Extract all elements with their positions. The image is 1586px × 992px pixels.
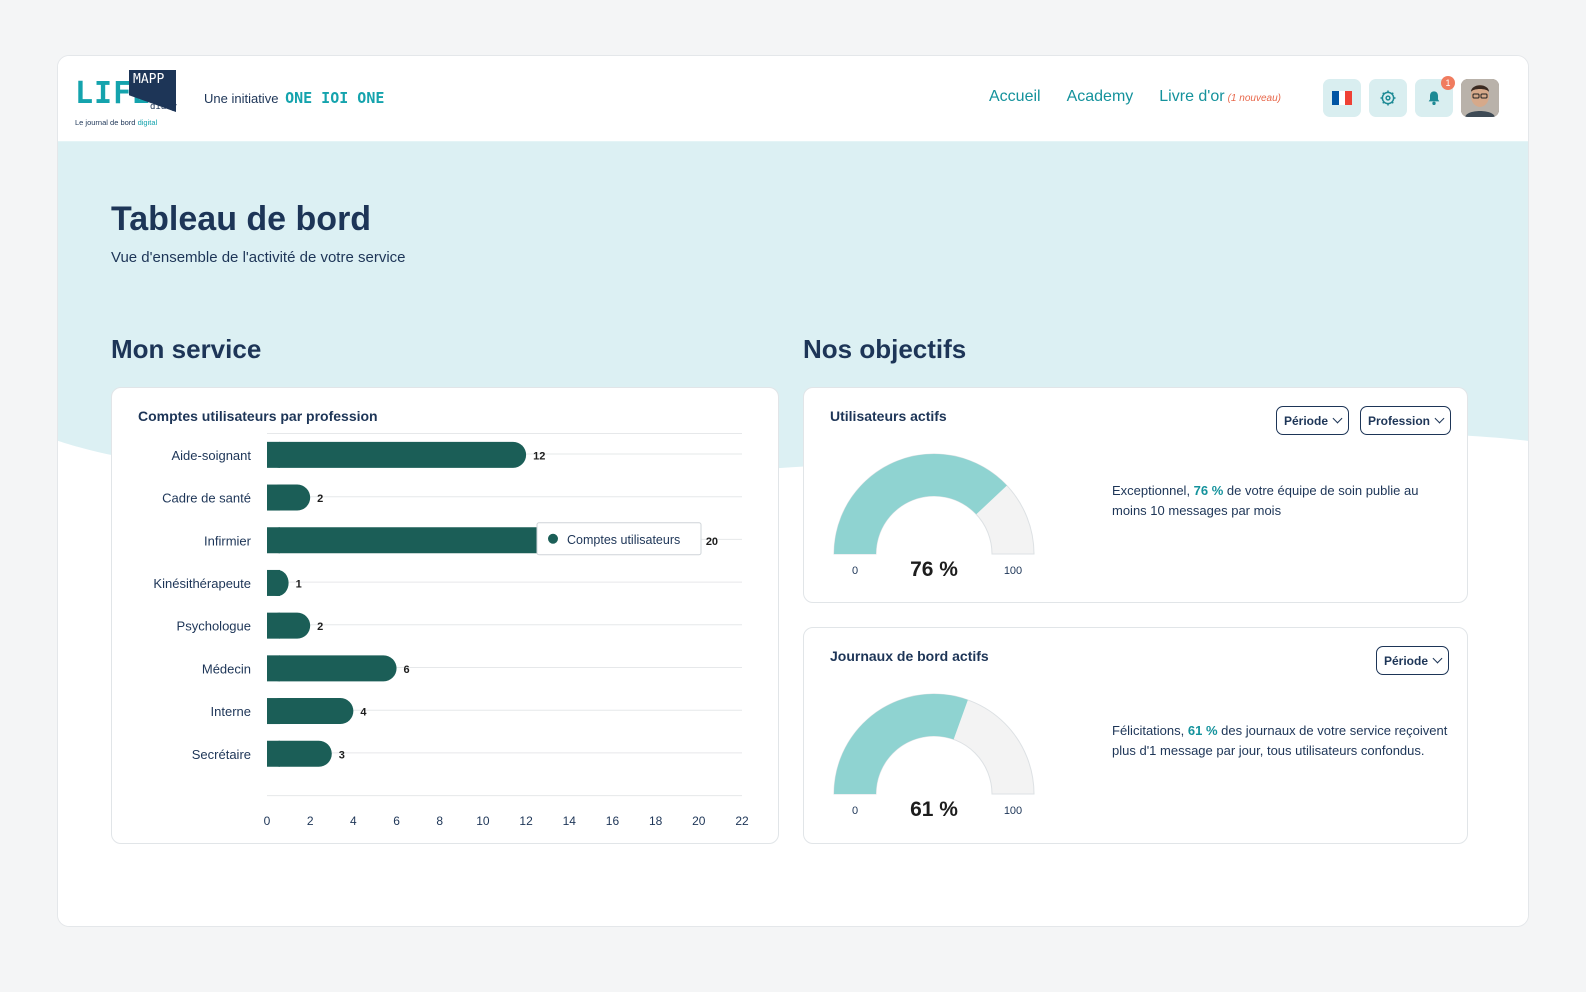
main-nav: Accueil Academy Livre d'or (1 nouveau) — [989, 88, 1281, 106]
bar-value-label: 3 — [339, 749, 345, 761]
category-label: Kinésithérapeute — [153, 576, 251, 591]
tooltip-swatch — [548, 533, 558, 544]
category-label: Interne — [211, 704, 251, 719]
gauge-value: 61 % — [910, 798, 958, 821]
gauge-max-label: 100 — [1004, 805, 1022, 817]
x-tick-label: 2 — [307, 814, 314, 828]
bar[interactable] — [267, 655, 397, 682]
x-tick-label: 14 — [563, 814, 577, 828]
page-subtitle: Vue d'ensemble de l'activité de votre se… — [111, 249, 406, 266]
gauge-description: Exceptionnel, 76 % de votre équipe de so… — [1112, 483, 1419, 518]
category-label: Psychologue — [177, 619, 251, 634]
gauge-card-title: Journaux de bord actifs — [830, 648, 989, 664]
periode-filter-button[interactable]: Période — [1276, 406, 1350, 435]
bar[interactable] — [267, 441, 527, 468]
gauge-card-active-journals: Journaux de bord actifs Période 61 % 0 100… — [803, 627, 1468, 844]
x-tick-label: 12 — [519, 814, 533, 828]
gauge-min-label: 0 — [852, 805, 858, 817]
bar-left-edge — [267, 441, 280, 468]
section-title-nos-objectifs: Nos objectifs — [803, 334, 967, 364]
settings-button[interactable] — [1369, 79, 1407, 117]
bar-value-label: 2 — [317, 493, 323, 505]
bar-left-edge — [267, 612, 280, 639]
chevron-down-icon — [1432, 653, 1443, 664]
gauge-card-active-users: Utilisateurs actifs Période Profession 7… — [803, 387, 1468, 603]
profession-filter-button[interactable]: Profession — [1360, 406, 1452, 435]
initiative-label: Une initiative ONE IOI ONE — [204, 89, 385, 107]
bar-value-label: 2 — [317, 621, 323, 633]
bar-left-edge — [267, 698, 280, 725]
x-tick-label: 16 — [606, 814, 620, 828]
active-users-gauge: 76 % 0 100 — [833, 453, 1035, 581]
nav-academy[interactable]: Academy — [1066, 88, 1134, 105]
nav-livre-dor[interactable]: Livre d'or (1 nouveau) — [1159, 88, 1281, 105]
x-tick-label: 18 — [649, 814, 663, 828]
x-tick-label: 8 — [436, 814, 443, 828]
gauge-description: Félicitations, 61 % des journaux de votr… — [1112, 723, 1448, 758]
lifemapp-logo[interactable]: LIFE MAPP diary Le journal de bord digit… — [75, 70, 178, 127]
bar[interactable] — [267, 740, 332, 767]
bar-left-edge — [267, 484, 280, 511]
active-journals-gauge: 61 % 0 100 — [833, 693, 1035, 821]
bar-value-label: 12 — [533, 450, 545, 462]
x-tick-label: 22 — [735, 814, 749, 828]
bell-icon — [1428, 91, 1440, 105]
bar-value-label: 6 — [404, 664, 410, 676]
category-label: Médecin — [202, 661, 251, 676]
category-label: Secrétaire — [192, 747, 251, 762]
chart-tooltip: Comptes utilisateurs — [536, 522, 702, 556]
bar-value-label: 20 — [706, 536, 718, 548]
x-tick-label: 20 — [692, 814, 706, 828]
x-tick-label: 10 — [476, 814, 490, 828]
french-flag-icon — [1332, 91, 1353, 105]
bar-left-edge — [267, 655, 280, 682]
tooltip-label: Comptes utilisateurs — [567, 533, 680, 547]
user-avatar[interactable] — [1461, 79, 1499, 117]
gauge-min-label: 0 — [852, 565, 858, 577]
bar-left-edge — [267, 740, 280, 767]
page-title: Tableau de bord — [111, 200, 372, 238]
chevron-down-icon — [1434, 413, 1445, 424]
gauge-fill — [834, 454, 1007, 554]
app-window: LIFE MAPP diary Le journal de bord digit… — [57, 55, 1529, 927]
bar-left-edge — [267, 527, 280, 554]
category-label: Aide-soignant — [172, 448, 252, 463]
new-count-note: (1 nouveau) — [1227, 93, 1281, 104]
category-label: Infirmier — [204, 533, 252, 548]
bar-chart-card: Comptes utilisateurs par profession Aide… — [111, 387, 779, 844]
bar-left-edge — [267, 569, 280, 596]
bar[interactable] — [267, 698, 354, 725]
notifications-button[interactable]: 1 — [1415, 76, 1455, 117]
periode-filter-button[interactable]: Période — [1376, 646, 1450, 675]
bar-chart-title: Comptes utilisateurs par profession — [138, 408, 378, 424]
gauge-value: 76 % — [910, 558, 958, 581]
section-title-mon-service: Mon service — [111, 334, 262, 364]
gauge-card-title: Utilisateurs actifs — [830, 408, 947, 424]
top-bar: LIFE MAPP diary Le journal de bord digit… — [58, 56, 1528, 141]
gear-icon — [1380, 90, 1396, 106]
nav-accueil[interactable]: Accueil — [989, 88, 1041, 105]
gauge-fill — [834, 694, 968, 794]
bar-value-label: 4 — [360, 707, 367, 719]
one-ioi-one-logo: ONE IOI ONE — [285, 89, 385, 107]
notification-badge: 1 — [1441, 76, 1455, 90]
x-tick-label: 6 — [393, 814, 400, 828]
gauge-max-label: 100 — [1004, 565, 1022, 577]
category-label: Cadre de santé — [162, 491, 251, 506]
chevron-down-icon — [1332, 413, 1343, 424]
language-button[interactable] — [1323, 79, 1361, 117]
x-tick-label: 0 — [264, 814, 271, 828]
bar-value-label: 1 — [296, 578, 302, 590]
x-tick-label: 4 — [350, 814, 357, 828]
